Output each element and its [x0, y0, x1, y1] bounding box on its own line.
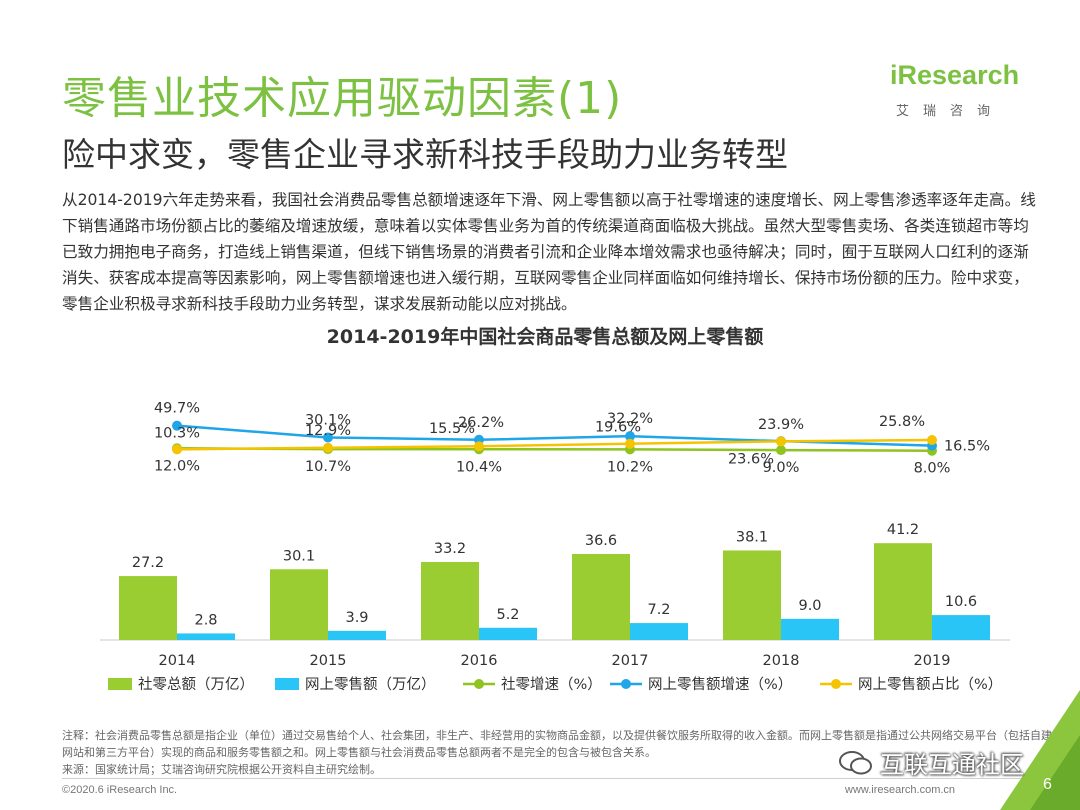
bar-total-2019	[874, 543, 932, 640]
bar-label: 7.2	[647, 602, 670, 618]
bar-label: 30.1	[283, 548, 315, 564]
footnote-source: 来源：国家统计局；艾瑞咨询研究院根据公开资料自主研究绘制。	[62, 763, 381, 776]
footnote-note: 注释：社会消费品零售总额是指企业（单位）通过交易售给个人、社会集团，非生产、非经…	[62, 729, 1052, 759]
line-point	[625, 438, 635, 449]
bar-label: 36.6	[585, 533, 617, 549]
logo-sub-text: 艾瑞咨询	[896, 104, 1005, 119]
bar-label: 2.8	[194, 612, 217, 628]
bar-label: 3.9	[345, 610, 368, 626]
line-label: 8.0%	[914, 461, 951, 477]
bar-label: 27.2	[132, 555, 164, 571]
page-number: 6	[1043, 776, 1052, 793]
bar-total-2018	[723, 550, 781, 640]
line-label: 12.0%	[154, 458, 200, 474]
x-tick-label: 2014	[159, 653, 196, 669]
bar-online-2018	[781, 618, 839, 640]
line-point	[927, 435, 937, 446]
legend-label: 社零总额（万亿）	[138, 676, 254, 693]
bar-online-2016	[479, 627, 537, 640]
bar-label: 33.2	[434, 541, 466, 557]
line-label: 10.2%	[607, 459, 653, 475]
legend-label: 网上零售额占比（%）	[858, 676, 1002, 693]
x-tick-label: 2018	[763, 653, 800, 669]
legend-marker	[621, 679, 631, 689]
footer-divider	[62, 778, 1080, 779]
page-title: 零售业技术应用驱动因素(1)	[62, 73, 623, 124]
logo-main-text: iResearch	[890, 60, 1020, 90]
x-tick-label: 2019	[914, 653, 951, 669]
line-label: 10.7%	[305, 459, 351, 475]
bar-total-2017	[572, 553, 630, 640]
bar-label: 9.0	[798, 598, 821, 614]
watermark-text: 互联互通社区	[880, 751, 1024, 779]
legend-marker	[831, 679, 841, 689]
line-label: 9.0%	[763, 460, 800, 476]
line-label: 12.9%	[305, 423, 351, 439]
bar-online-2019	[932, 615, 990, 640]
bar-online-2014	[177, 633, 235, 640]
line-point	[172, 444, 182, 455]
website-text: www.iresearch.com.cn	[845, 784, 956, 796]
line-label: 26.2%	[458, 415, 504, 431]
line-point	[172, 420, 182, 431]
line-label: 10.3%	[154, 425, 200, 441]
line-point	[323, 442, 333, 453]
iresearch-logo: iResearch 艾瑞咨询	[890, 56, 1040, 126]
chart: 2014-2019年中国社会商品零售总额及网上零售额 27.2 30.1 33.2 3…	[100, 325, 1010, 693]
bar-label: 5.2	[496, 607, 519, 623]
x-tick-label: 2016	[461, 653, 498, 669]
legend-label: 社零增速（%）	[501, 676, 602, 693]
bar-online-2017	[630, 623, 688, 640]
legend-marker	[474, 679, 484, 689]
bar-label: 38.1	[736, 529, 768, 545]
line-point	[625, 431, 635, 442]
bar-label: 41.2	[887, 522, 919, 538]
line-label: 32.2%	[607, 411, 653, 427]
line-label: 10.4%	[456, 459, 502, 475]
bar-total-2015	[270, 569, 328, 640]
legend-label: 网上零售额增速（%）	[648, 676, 792, 693]
legend-swatch	[108, 678, 132, 690]
bar-label: 10.6	[945, 594, 977, 610]
page-subtitle: 险中求变，零售企业寻求新科技手段助力业务转型	[62, 135, 788, 174]
line-point	[776, 436, 786, 447]
copyright-text: ©2020.6 iResearch Inc.	[62, 784, 178, 796]
bar-total-2014	[119, 576, 177, 640]
line-label: 23.9%	[758, 417, 804, 433]
line-label: 49.7%	[154, 401, 200, 417]
line-series-2	[176, 438, 933, 451]
line-point	[776, 445, 786, 456]
legend-swatch	[275, 678, 299, 690]
legend-label: 网上零售额（万亿）	[305, 676, 436, 693]
line-label: 30.1%	[305, 412, 351, 428]
line-label: 23.6%	[728, 451, 774, 467]
bar-online-2015	[328, 630, 386, 640]
bar-total-2016	[421, 561, 479, 640]
line-point	[474, 441, 484, 452]
line-label: 16.5%	[944, 439, 990, 455]
x-tick-label: 2015	[310, 653, 347, 669]
line-label: 25.8%	[879, 414, 925, 430]
line-label: 15.5%	[429, 421, 475, 437]
chart-title: 2014-2019年中国社会商品零售总额及网上零售额	[327, 325, 764, 348]
line-point	[323, 432, 333, 443]
wechat-icon	[839, 751, 872, 775]
x-tick-label: 2017	[612, 653, 649, 669]
body-paragraph: 从2014-2019六年走势来看，我国社会消费品零售总额增速逐年下滑、网上零售额…	[62, 191, 1036, 313]
footnote: 注释：社会消费品零售总额是指企业（单位）通过交易售给个人、社会集团，非生产、非经…	[62, 727, 1052, 778]
line-label: 19.6%	[595, 420, 641, 436]
